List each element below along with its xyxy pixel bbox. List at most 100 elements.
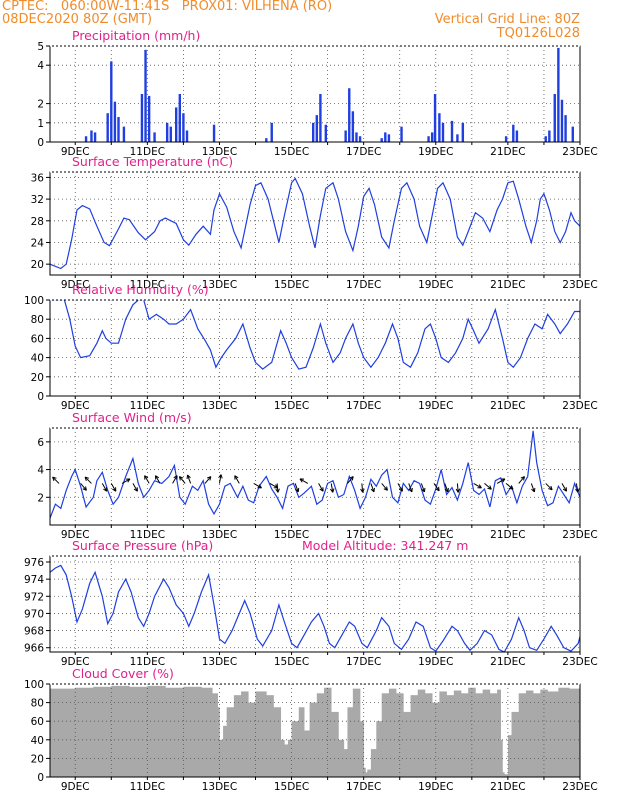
panel-5: 966 968 970 972 974 976 9DEC 11DEC 13DEC 15DEC 17D… bbox=[24, 538, 598, 668]
precip-bar bbox=[113, 101, 117, 142]
precip-bar bbox=[348, 88, 351, 142]
cloud-cover-bar bbox=[482, 689, 491, 777]
y-tick-label: 974 bbox=[24, 574, 44, 586]
precip-bar bbox=[110, 61, 113, 142]
y-tick-label: 40 bbox=[31, 353, 44, 365]
cloud-cover-bar bbox=[75, 687, 94, 777]
x-tick-label: 11DEC bbox=[130, 146, 165, 158]
cloud-cover-bar bbox=[410, 695, 419, 777]
series-line bbox=[50, 300, 580, 370]
cloud-cover-bar bbox=[255, 691, 267, 777]
cloud-cover-bar bbox=[352, 688, 361, 777]
x-tick-label: 11DEC bbox=[130, 279, 165, 291]
x-tick-label: 13DEC bbox=[202, 400, 237, 412]
wind-arrow bbox=[52, 476, 60, 484]
y-tick-label: 60 bbox=[31, 333, 44, 345]
x-tick-label: 15DEC bbox=[274, 656, 309, 668]
cloud-cover-bar bbox=[569, 688, 580, 777]
wind-arrow bbox=[186, 474, 192, 484]
precip-bar bbox=[450, 120, 454, 142]
cloud-cover-bar bbox=[309, 702, 318, 777]
cloud-cover-bar bbox=[298, 707, 305, 777]
precip-bar bbox=[384, 132, 387, 142]
cloud-cover-bar bbox=[363, 767, 366, 777]
precip-bar bbox=[93, 132, 97, 142]
wind-arrow bbox=[329, 483, 335, 493]
x-tick-label: 23DEC bbox=[562, 400, 597, 412]
cloud-cover-bar bbox=[504, 774, 509, 777]
series-line bbox=[50, 430, 580, 519]
precip-bar bbox=[430, 132, 434, 142]
x-tick-label: 21DEC bbox=[490, 529, 525, 541]
cloud-cover-bar bbox=[226, 707, 235, 777]
cloud-cover-bar bbox=[367, 769, 372, 777]
panel-3: 0 20 40 60 80 100 9DEC 11DEC 13DEC 15DEC 17DEC 19DE… bbox=[24, 282, 598, 412]
cloud-cover-bar bbox=[489, 693, 498, 777]
y-tick-label: 28 bbox=[31, 216, 44, 228]
wind-arrow bbox=[132, 483, 138, 492]
y-tick-label: 6 bbox=[37, 437, 44, 449]
header-grid-line: Vertical Grid Line: 80Z bbox=[434, 12, 580, 27]
precip-bar bbox=[319, 94, 322, 142]
panel-title: Surface Pressure (hPa) bbox=[72, 538, 213, 553]
cloud-cover-bar bbox=[446, 695, 455, 777]
precip-bar bbox=[441, 122, 445, 142]
wind-arrow bbox=[408, 483, 413, 493]
wind-arrow bbox=[545, 483, 553, 491]
precip-bar bbox=[122, 126, 126, 142]
x-tick-label: 19DEC bbox=[418, 400, 453, 412]
x-tick-label: 15DEC bbox=[274, 781, 309, 793]
y-tick-label: 0 bbox=[37, 137, 44, 149]
cloud-cover-bar bbox=[497, 689, 501, 777]
precip-bar bbox=[548, 130, 551, 142]
y-tick-label: 32 bbox=[31, 194, 44, 206]
cloud-cover-bar bbox=[403, 711, 411, 777]
panel-frame bbox=[49, 299, 581, 397]
wind-arrow bbox=[84, 476, 92, 484]
panel-title: Relative Humidity (%) bbox=[72, 282, 209, 297]
cloud-cover-bar bbox=[233, 695, 242, 777]
wind-arrow bbox=[121, 478, 131, 484]
cloud-cover-bar bbox=[147, 685, 166, 777]
cloud-cover-bar bbox=[370, 749, 377, 777]
model-altitude-label: Model Altitude: 341.247 m bbox=[302, 538, 468, 553]
panel-6: 0 20 40 60 80 100 9DEC 11DEC 13DEC 15DEC 17DEC 19DE… bbox=[24, 666, 598, 793]
precip-bar bbox=[355, 132, 358, 142]
precip-bar bbox=[106, 113, 109, 142]
cloud-cover-bar bbox=[217, 707, 220, 777]
x-tick-label: 21DEC bbox=[490, 400, 525, 412]
panel-title: Cloud Cover (%) bbox=[72, 666, 174, 681]
wind-arrow bbox=[530, 483, 536, 493]
wind-arrow bbox=[444, 483, 449, 493]
y-tick-label: 5 bbox=[37, 41, 44, 53]
y-tick-label: 24 bbox=[31, 237, 45, 249]
cloud-cover-bar bbox=[273, 707, 282, 777]
cloud-cover-bar bbox=[502, 772, 505, 777]
x-tick-label: 9DEC bbox=[61, 781, 90, 793]
wind-arrow bbox=[110, 483, 117, 492]
cloud-cover-bar bbox=[388, 688, 397, 777]
cloud-cover-bar bbox=[558, 687, 570, 777]
panel-title: Surface Wind (m/s) bbox=[72, 410, 192, 425]
y-tick-label: 36 bbox=[31, 172, 45, 184]
x-tick-label: 19DEC bbox=[418, 279, 453, 291]
precip-bar bbox=[433, 94, 437, 142]
wind-arrow bbox=[360, 483, 365, 493]
precip-bar bbox=[387, 134, 391, 142]
y-tick-label: 60 bbox=[31, 716, 44, 728]
x-tick-label: 21DEC bbox=[490, 656, 525, 668]
wind-arrow bbox=[144, 475, 150, 484]
precip-bar bbox=[438, 113, 441, 142]
header-line1: CPTEC: 060:00W-11:41S PROX01: VILHENA (R… bbox=[2, 0, 333, 14]
precip-bar bbox=[515, 130, 519, 142]
wind-arrow bbox=[253, 482, 262, 489]
x-tick-label: 9DEC bbox=[61, 656, 90, 668]
precip-bar bbox=[324, 124, 328, 142]
x-tick-label: 19DEC bbox=[418, 146, 453, 158]
y-tick-label: 0 bbox=[37, 772, 44, 784]
panel-1: 0 1 2 4 5 9DEC 11DEC 13DEC 15DEC 17DEC 19DEC 21DEC 2… bbox=[37, 28, 597, 158]
wind-arrow bbox=[473, 482, 482, 489]
x-tick-label: 17DEC bbox=[346, 781, 381, 793]
x-tick-label: 21DEC bbox=[490, 781, 525, 793]
y-tick-label: 100 bbox=[24, 679, 44, 691]
